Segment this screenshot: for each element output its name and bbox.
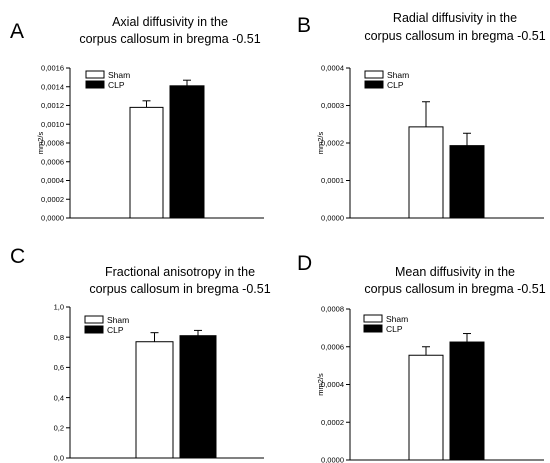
y-tick-label: 0,0008 — [321, 305, 344, 314]
legend-label: CLP — [386, 324, 403, 334]
y-axis-label: mm2/s — [316, 373, 325, 396]
legend-swatch-clp — [85, 80, 105, 89]
y-tick-label: 0,0001 — [321, 176, 344, 185]
panel-b: B Radial diffusivity in the corpus callosu… — [297, 11, 546, 223]
legend-label: CLP — [108, 80, 125, 90]
panel-letter: C — [10, 245, 25, 268]
legend-label: Sham — [386, 314, 408, 324]
bar-sham — [408, 126, 444, 219]
y-tick-label: 0,0002 — [321, 139, 344, 148]
panel-letter: A — [10, 20, 24, 43]
bar-clp — [169, 85, 205, 219]
bar-sham — [135, 341, 174, 459]
legend-label: Sham — [107, 315, 129, 325]
y-tick-label: 0,0010 — [41, 120, 64, 129]
legend-swatch-sham — [363, 314, 383, 323]
y-tick-label: 0,0008 — [41, 139, 64, 148]
y-tick-label: 1,0 — [54, 303, 64, 312]
chart-title-line: Fractional anisotropy in the — [105, 265, 255, 279]
panel-d: D Mean diffusivity in the corpus callosum … — [297, 252, 546, 463]
legend-label: CLP — [107, 325, 124, 335]
y-tick-label: 0,0000 — [41, 214, 64, 223]
legend-label: Sham — [108, 70, 130, 80]
y-tick-label: 0,0016 — [41, 64, 64, 73]
panel-letter: B — [297, 14, 311, 37]
chart-title-line: Mean diffusivity in the — [395, 265, 515, 279]
legend-label: Sham — [387, 70, 409, 80]
chart-title-line: corpus callosum in bregma -0.51 — [364, 282, 545, 296]
y-tick-label: 0,0004 — [321, 380, 344, 389]
y-tick-label: 0,2 — [54, 424, 64, 433]
y-tick-label: 0,8 — [54, 333, 64, 342]
chart-title-line: corpus callosum in bregma -0.51 — [79, 32, 260, 46]
chart-title-line: corpus callosum in bregma -0.51 — [89, 282, 270, 296]
y-tick-label: 0,0002 — [321, 418, 344, 427]
legend-swatch-sham — [85, 70, 105, 79]
y-tick-label: 0,0006 — [41, 157, 64, 166]
y-axis-label: mm2/s — [316, 132, 325, 155]
bar-sham — [129, 106, 164, 219]
legend-swatch-clp — [364, 80, 384, 89]
y-tick-label: 0,0000 — [321, 214, 344, 223]
y-tick-label: 0,0012 — [41, 101, 64, 110]
y-tick-label: 0,0004 — [321, 64, 344, 73]
y-tick-label: 0,0006 — [321, 342, 344, 351]
y-tick-label: 0,0002 — [41, 195, 64, 204]
chart-title-line: Radial diffusivity in the — [393, 11, 517, 25]
bar-sham — [408, 354, 444, 461]
legend-swatch-clp — [363, 324, 383, 333]
y-tick-label: 0,0014 — [41, 82, 64, 91]
legend-swatch-sham — [84, 315, 104, 324]
bar-clp — [449, 145, 485, 219]
legend-swatch-clp — [84, 325, 104, 334]
y-tick-label: 0,0 — [54, 454, 64, 463]
y-axis-label: mm2/s — [36, 132, 45, 155]
legend-swatch-sham — [364, 70, 384, 79]
bar-clp — [179, 335, 217, 459]
y-tick-label: 0,0000 — [321, 456, 344, 463]
panel-a: A Axial diffusivity in the corpus callosum… — [10, 15, 264, 223]
y-tick-label: 0,0004 — [41, 176, 64, 185]
panel-letter: D — [297, 252, 312, 275]
chart-title-line: Axial diffusivity in the — [112, 15, 228, 29]
y-tick-label: 0,6 — [54, 363, 64, 372]
chart-title-line: corpus callosum in bregma -0.51 — [364, 29, 545, 43]
y-tick-label: 0,0003 — [321, 101, 344, 110]
y-tick-label: 0,4 — [54, 393, 64, 402]
panel-c: C Fractional anisotropy in the corpus call… — [10, 245, 271, 463]
bar-clp — [449, 341, 485, 461]
legend-label: CLP — [387, 80, 404, 90]
